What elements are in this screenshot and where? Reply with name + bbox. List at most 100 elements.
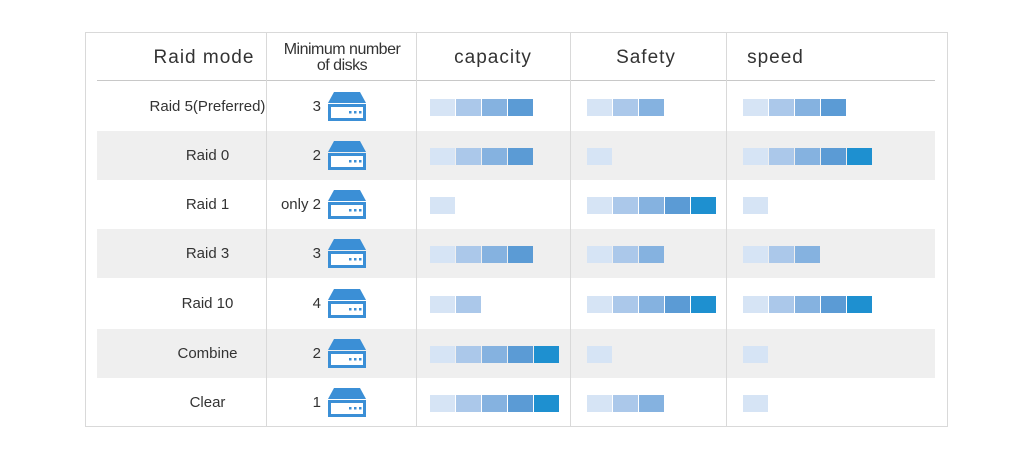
safety-rating-segment xyxy=(639,395,664,412)
capacity-rating-segment xyxy=(508,148,533,165)
hard-disk-icon xyxy=(328,92,366,121)
table-row: Clear 1 xyxy=(97,378,935,427)
column-divider xyxy=(726,32,727,427)
speed-rating-segment xyxy=(769,99,794,116)
min-disks-value: 1 xyxy=(312,394,321,411)
min-disks-value: 4 xyxy=(312,295,321,312)
speed-rating-segment xyxy=(743,197,768,214)
safety-rating xyxy=(587,346,613,363)
safety-rating-segment xyxy=(587,148,612,165)
safety-rating-segment xyxy=(587,346,612,363)
speed-rating-segment xyxy=(743,99,768,116)
table-row: Raid 0 2 xyxy=(97,131,935,180)
hard-disk-icon xyxy=(328,239,366,268)
capacity-rating-segment xyxy=(456,296,481,313)
table-frame xyxy=(85,32,948,427)
speed-rating-segment xyxy=(743,395,768,412)
capacity-rating xyxy=(430,395,560,412)
capacity-rating-segment xyxy=(508,99,533,116)
safety-rating-segment xyxy=(587,296,612,313)
speed-rating xyxy=(743,246,821,263)
safety-rating xyxy=(587,395,665,412)
capacity-rating-segment xyxy=(430,296,455,313)
safety-rating xyxy=(587,99,665,116)
raid-mode-label: Combine xyxy=(177,345,238,362)
column-divider xyxy=(416,32,417,427)
speed-rating-segment xyxy=(821,148,846,165)
speed-rating-segment xyxy=(821,99,846,116)
capacity-rating-segment xyxy=(456,148,481,165)
speed-rating xyxy=(743,395,769,412)
speed-rating-segment xyxy=(743,148,768,165)
speed-rating-segment xyxy=(795,148,820,165)
speed-rating xyxy=(743,296,873,313)
header-capacity: capacity xyxy=(454,47,532,68)
hard-disk-icon xyxy=(328,388,366,417)
capacity-rating-segment xyxy=(482,99,507,116)
safety-rating-segment xyxy=(587,395,612,412)
raid-mode-label: Raid 10 xyxy=(181,295,234,312)
capacity-rating-segment xyxy=(456,346,481,363)
capacity-rating-segment xyxy=(508,246,533,263)
safety-rating-segment xyxy=(691,197,716,214)
speed-rating-segment xyxy=(795,99,820,116)
capacity-rating-segment xyxy=(430,395,455,412)
min-disks-value: 3 xyxy=(312,245,321,262)
speed-rating xyxy=(743,99,847,116)
header-min-disks: Minimum number of disks xyxy=(266,36,418,80)
safety-rating-segment xyxy=(613,197,638,214)
safety-rating-segment xyxy=(639,99,664,116)
safety-rating-segment xyxy=(665,296,690,313)
capacity-rating xyxy=(430,197,456,214)
speed-rating-segment xyxy=(743,296,768,313)
hard-disk-icon xyxy=(328,339,366,368)
header-raid-mode: Raid mode xyxy=(153,47,255,68)
safety-rating-segment xyxy=(665,197,690,214)
capacity-rating-segment xyxy=(482,246,507,263)
safety-rating xyxy=(587,197,717,214)
safety-rating xyxy=(587,148,613,165)
header-min-disks-line1: Minimum number xyxy=(283,41,401,58)
safety-rating-segment xyxy=(587,99,612,116)
speed-rating-segment xyxy=(743,246,768,263)
safety-rating-segment xyxy=(639,246,664,263)
capacity-rating xyxy=(430,346,560,363)
table-row: Raid 1 only 2 xyxy=(97,180,935,229)
safety-rating-segment xyxy=(613,99,638,116)
safety-rating xyxy=(587,246,665,263)
capacity-rating-segment xyxy=(508,395,533,412)
header-speed: speed xyxy=(747,47,804,68)
hard-disk-icon xyxy=(328,289,366,318)
capacity-rating-segment xyxy=(456,246,481,263)
table-row: Raid 5(Preferred) 3 xyxy=(97,82,935,131)
speed-rating-segment xyxy=(847,296,872,313)
raid-mode-label: Clear xyxy=(189,394,226,411)
safety-rating-segment xyxy=(639,197,664,214)
raid-mode-label: Raid 1 xyxy=(185,196,230,213)
min-disks-value: 2 xyxy=(312,345,321,362)
speed-rating-segment xyxy=(769,148,794,165)
safety-rating-segment xyxy=(613,246,638,263)
capacity-rating-segment xyxy=(430,346,455,363)
speed-rating-segment xyxy=(795,296,820,313)
capacity-rating-segment xyxy=(534,346,559,363)
raid-mode-label: Raid 0 xyxy=(185,147,230,164)
speed-rating-segment xyxy=(795,246,820,263)
min-disks-value: 3 xyxy=(312,98,321,115)
capacity-rating-segment xyxy=(482,346,507,363)
speed-rating-segment xyxy=(847,148,872,165)
table-row: Raid 10 4 xyxy=(97,279,935,328)
header-min-disks-line2: of disks xyxy=(316,57,368,74)
min-disks-value: only 2 xyxy=(280,196,321,213)
speed-rating xyxy=(743,346,769,363)
capacity-rating-segment xyxy=(430,148,455,165)
capacity-rating-segment xyxy=(430,246,455,263)
column-divider xyxy=(570,32,571,427)
capacity-rating-segment xyxy=(482,148,507,165)
capacity-rating-segment xyxy=(534,395,559,412)
header-safety: Safety xyxy=(616,47,676,68)
capacity-rating xyxy=(430,99,534,116)
table-row: Raid 3 3 xyxy=(97,229,935,278)
capacity-rating-segment xyxy=(430,197,455,214)
header-divider xyxy=(97,80,935,81)
